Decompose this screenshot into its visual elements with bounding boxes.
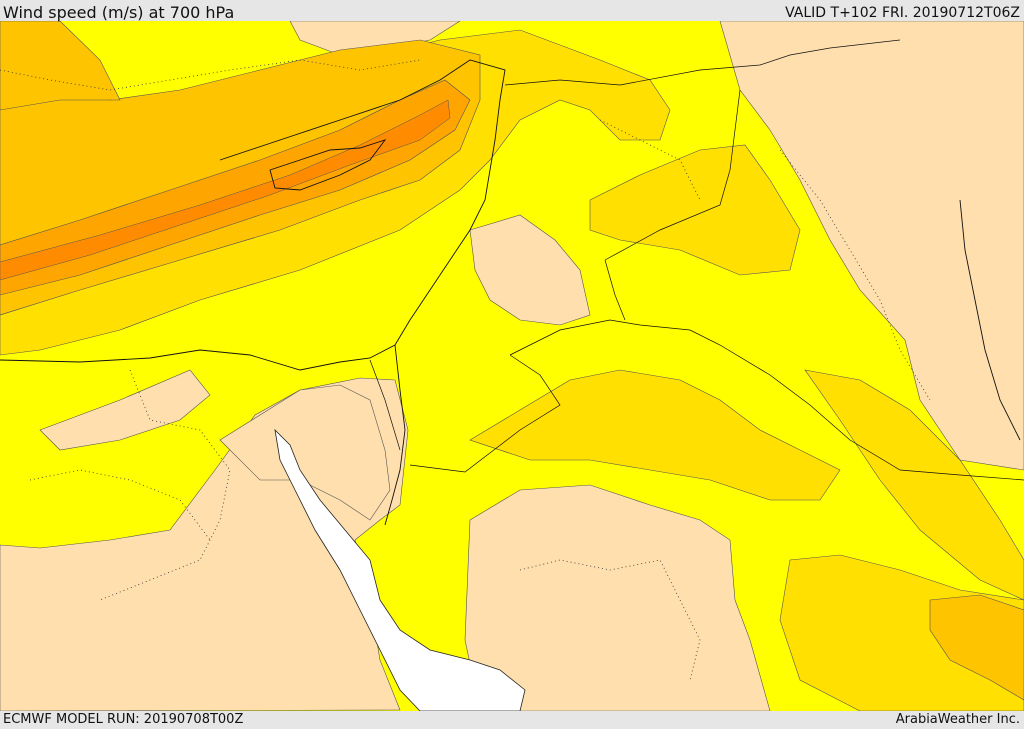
egypt-israel-border (369, 359, 401, 451)
calm-wind-areas (0, 21, 1024, 711)
province-boundary-egypt (99, 369, 231, 601)
coastlines (0, 59, 1021, 526)
red-sea-unfilled (274, 428, 526, 711)
jet-core-band-5 (0, 99, 451, 281)
syria-iraq-border (504, 39, 901, 86)
gulf-of-suez-coast (384, 344, 406, 526)
cyprus-outline (269, 139, 387, 191)
band-3-gulf (929, 594, 1024, 701)
valid-time: VALID T+102 FRI. 20190712T06Z (785, 5, 1020, 21)
saudi-jordan-border (409, 354, 561, 473)
province-boundary-iraq (779, 149, 931, 401)
province-boundary-saudi (519, 559, 701, 681)
band-2-gulf (779, 554, 1024, 711)
persian-gulf-coast (959, 199, 1021, 441)
calm-area-egypt-north (39, 369, 211, 451)
map-header: Wind speed (m/s) at 700 hPa VALID T+102 … (0, 0, 1024, 22)
band-2-iraq (804, 369, 1024, 601)
province-boundaries (0, 59, 931, 681)
band-2-syria-desert (589, 144, 801, 276)
province-boundary-north-africa (29, 469, 211, 541)
map-footer: ECMWF MODEL RUN: 20190708T00Z ArabiaWeat… (0, 711, 1024, 729)
iraq-syria-border (604, 89, 741, 261)
band-3-aegean (0, 21, 121, 111)
wind-speed-map (0, 21, 1024, 711)
model-run: ECMWF MODEL RUN: 20190708T00Z (3, 712, 244, 727)
band-2-arabia-central (469, 369, 841, 501)
credit: ArabiaWeather Inc. (895, 712, 1020, 727)
calm-area-iraq-east (719, 21, 1024, 471)
country-borders (369, 39, 1024, 481)
iraq-jordan-border (604, 259, 626, 321)
jordan-saudi-border (509, 319, 1024, 481)
mediterranean-coast (0, 59, 506, 371)
calm-area-jordan (469, 214, 591, 326)
calm-area-sinai (219, 384, 391, 521)
map-title: Wind speed (m/s) at 700 hPa (3, 3, 235, 22)
